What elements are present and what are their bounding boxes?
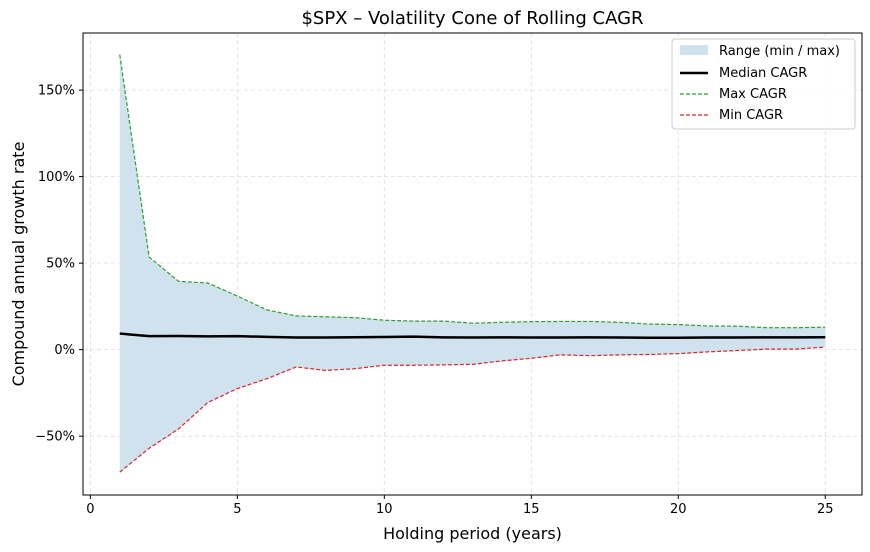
- x-tick-label: 5: [233, 502, 241, 517]
- plot-frame: [82, 32, 863, 496]
- y-tick-label: 0%: [54, 343, 75, 358]
- chart-title: $SPX – Volatility Cone of Rolling CAGR: [301, 8, 643, 29]
- legend-label-min: Min CAGR: [719, 108, 783, 123]
- y-tick-label: −50%: [35, 430, 75, 445]
- legend-label-range: Range (min / max): [719, 44, 840, 59]
- y-tick-label: 50%: [46, 257, 75, 272]
- legend-box: [671, 38, 856, 130]
- legend-swatch-range: [680, 45, 708, 55]
- x-tick-label: 25: [817, 502, 834, 517]
- max-cagr-line: [119, 54, 826, 329]
- y-tick-label: 150%: [38, 84, 75, 99]
- legend-label-max: Max CAGR: [719, 87, 787, 102]
- x-tick-label: 10: [376, 502, 393, 517]
- x-tick-label: 20: [670, 502, 687, 517]
- y-tick-label: 100%: [38, 170, 75, 185]
- series-lines-layer: [119, 54, 826, 473]
- x-tick-label: 15: [523, 502, 540, 517]
- median-cagr-line: [119, 332, 826, 339]
- y-axis-ticks: −50% 0% 50% 100% 150%: [35, 84, 83, 445]
- x-axis-title: Holding period (years): [383, 524, 562, 543]
- legend-label-median: Median CAGR: [719, 66, 807, 81]
- x-axis-ticks: 0 5 10 15 20 25: [86, 495, 834, 517]
- x-tick-label: 0: [86, 502, 94, 517]
- legend: Range (min / max) Median CAGR Max CAGR M…: [671, 38, 856, 130]
- min-cagr-line: [119, 346, 826, 473]
- y-axis-title: Compound annual growth rate: [9, 142, 28, 387]
